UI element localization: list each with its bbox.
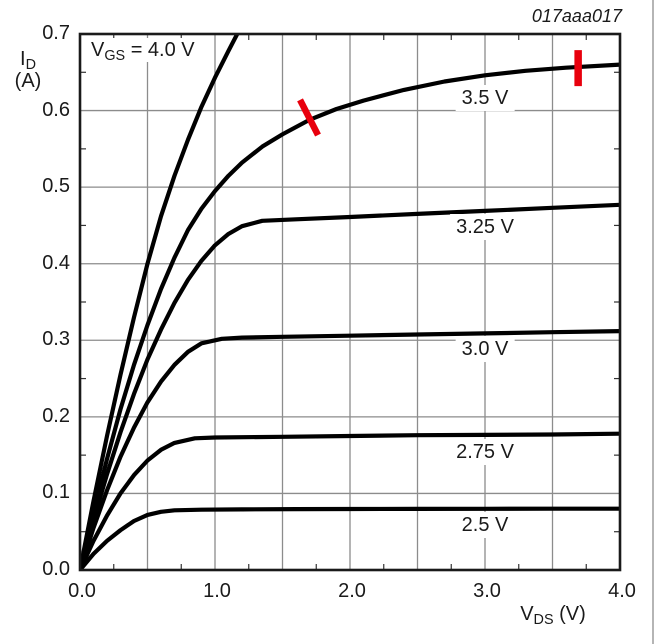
gridlines xyxy=(80,34,620,570)
y-tick-label-0.5: 0.5 xyxy=(42,175,70,198)
x-axis-symbol: V xyxy=(520,603,534,625)
figure-id: 017aaa017 xyxy=(531,6,622,26)
x-tick-label-2.0: 2.0 xyxy=(338,580,366,602)
y-tick-label-0.7: 0.7 xyxy=(42,22,70,44)
x-tick-label-4.0: 4.0 xyxy=(608,580,636,602)
curve-vgs---3.5-v xyxy=(80,62,620,570)
curves xyxy=(80,34,620,570)
annotations xyxy=(297,50,582,137)
y-tick-label-0.1: 0.1 xyxy=(42,481,70,504)
x-axis-title: VDS (V) xyxy=(498,603,608,629)
y-axis-symbol: I xyxy=(20,48,26,70)
vgs-symbol: V xyxy=(91,39,105,61)
curve-vgs---4.0-v xyxy=(80,34,240,570)
vgs-subscript: GS xyxy=(104,48,126,65)
curve-label-3.25-V: 3.25 V xyxy=(450,213,520,240)
curve-vgs---3.25-v xyxy=(80,202,620,570)
curve-label-2.75-V: 2.75 V xyxy=(450,439,520,466)
y-axis-title: ID (A) xyxy=(6,48,50,92)
y-tick-label-0.4: 0.4 xyxy=(42,251,70,274)
x-tick-label-0.0: 0.0 xyxy=(68,580,96,602)
x-axis-subscript: DS xyxy=(533,612,554,629)
x-tick-label-3.0: 3.0 xyxy=(473,580,501,602)
y-tick-label-0.6: 0.6 xyxy=(42,98,70,121)
curve-vgs---3.0-v xyxy=(80,329,620,570)
plot-border xyxy=(78,32,622,572)
page-edge-line xyxy=(652,0,654,644)
curve-label-vgs-4.0: VGS = 4.0 V xyxy=(86,38,200,65)
curve-vgs---2.5-v xyxy=(80,506,620,570)
x-axis-unit: (V) xyxy=(559,603,586,625)
curve-vgs---2.75-v xyxy=(80,431,620,570)
curve-label-3.0-V: 3.0 V xyxy=(455,335,515,362)
curve-label-2.5-V: 2.5 V xyxy=(455,511,515,538)
vgs-value: = 4.0 V xyxy=(125,39,195,61)
red-mark-slanted xyxy=(297,98,321,137)
y-tick-label-0.3: 0.3 xyxy=(42,328,70,351)
curve-label-3.5-V: 3.5 V xyxy=(455,84,515,111)
x-tick-label-1.0: 1.0 xyxy=(203,580,231,602)
y-axis-subscript: D xyxy=(25,57,36,74)
y-tick-label-0.0: 0.0 xyxy=(42,558,70,580)
y-axis-unit: (A) xyxy=(14,70,42,92)
y-tick-label-0.2: 0.2 xyxy=(42,404,70,427)
